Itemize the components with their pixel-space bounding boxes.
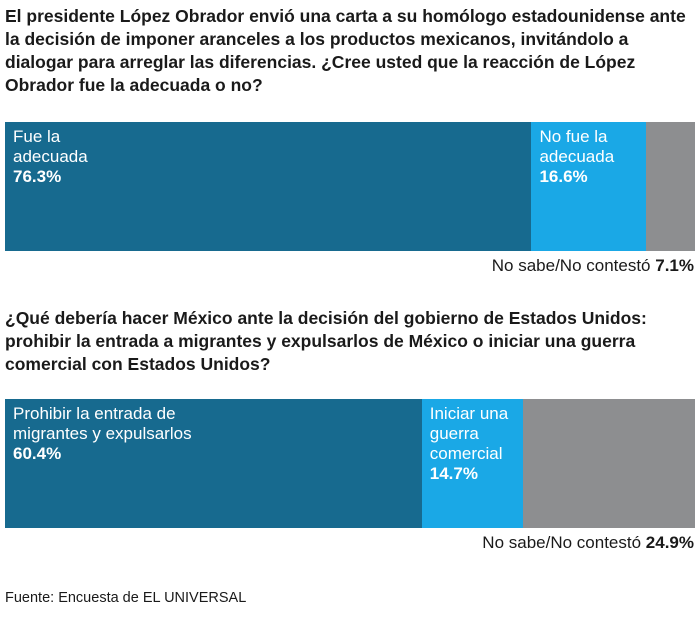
- value-label: 16.6%: [539, 167, 588, 186]
- chart-title: El presidente López Obrador envió una ca…: [5, 6, 686, 95]
- category-label: No sabe/No contestó: [482, 533, 642, 552]
- segment-label: Iniciar una guerra comercial 14.7%: [430, 404, 530, 484]
- stacked-bar: Prohibir la entrada de migrantes y expul…: [5, 399, 695, 528]
- value-label: 7.1%: [655, 256, 694, 275]
- bar-segment: Fue la adecuada 76.3%: [5, 122, 532, 251]
- value-label: 24.9%: [645, 533, 694, 552]
- value-label: 60.4%: [13, 444, 62, 463]
- segment-label: Prohibir la entrada de migrantes y expul…: [13, 404, 223, 464]
- chart-title: ¿Qué debería hacer México ante la decisi…: [5, 308, 647, 374]
- bar-segment: No fue la adecuada 16.6%: [531, 122, 646, 251]
- bar-segment: [523, 399, 695, 528]
- source: Fuente: Encuesta de EL UNIVERSAL: [5, 590, 247, 606]
- category-label: No sabe/No contestó: [491, 256, 651, 275]
- segment-label: Fue la adecuada 76.3%: [13, 127, 123, 187]
- category-label: No fue la adecuada: [539, 127, 615, 166]
- category-label: Prohibir la entrada de migrantes y expul…: [13, 404, 192, 443]
- bar-segment: Prohibir la entrada de migrantes y expul…: [5, 399, 422, 528]
- bar-segment: Iniciar una guerra comercial 14.7%: [421, 399, 524, 528]
- stacked-bar: Fue la adecuada 76.3% No fue la adecuada 16…: [5, 122, 695, 251]
- bar-segment: [646, 122, 695, 251]
- value-label: 76.3%: [13, 167, 62, 186]
- category-label: Iniciar una guerra comercial: [429, 404, 509, 463]
- value-label: 14.7%: [429, 464, 478, 483]
- category-label: Fue la adecuada: [13, 127, 88, 166]
- segment-label: No fue la adecuada 16.6%: [539, 127, 649, 187]
- segment-label-below: No sabe/No contestó 24.9%: [482, 533, 694, 553]
- segment-label-below: No sabe/No contestó 7.1%: [492, 256, 694, 276]
